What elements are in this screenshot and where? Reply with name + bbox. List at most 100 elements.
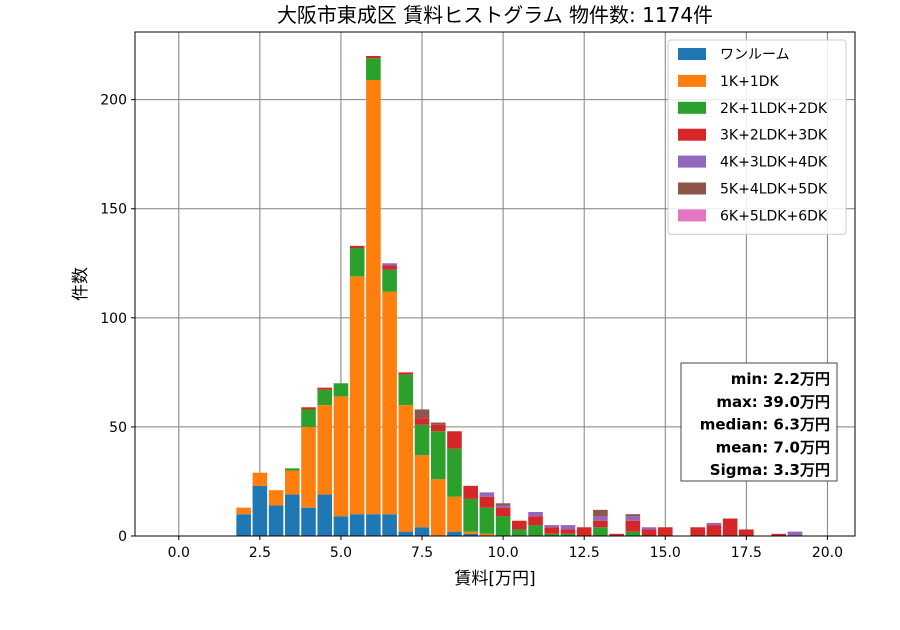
histogram-bar — [528, 512, 543, 517]
legend-swatch — [678, 209, 706, 222]
histogram-bar — [382, 265, 397, 270]
histogram-bar — [382, 263, 397, 266]
x-tick-label: 17.5 — [731, 545, 762, 561]
y-tick-label: 0 — [118, 529, 127, 545]
x-tick-label: 5.0 — [330, 545, 352, 561]
histogram-bar — [479, 507, 495, 534]
histogram-bar — [382, 291, 397, 515]
histogram-bar — [495, 505, 511, 508]
legend-swatch — [678, 101, 706, 114]
y-axis-label: 件数 — [71, 267, 91, 301]
legend-label: 4K+3LDK+4DK — [720, 155, 828, 171]
legend-label: ワンルーム — [720, 47, 790, 63]
y-tick-label: 150 — [100, 202, 127, 218]
histogram-bar — [301, 426, 316, 508]
histogram-bar — [382, 269, 397, 292]
histogram-bar — [447, 496, 462, 532]
histogram-bar — [641, 527, 657, 530]
x-tick-label: 7.5 — [411, 545, 433, 561]
histogram-bar — [317, 389, 333, 406]
histogram-bar — [349, 248, 365, 277]
histogram-bar — [301, 409, 316, 427]
plot-frame — [134, 31, 856, 537]
stats-line: min: 2.2万円 — [731, 370, 830, 388]
histogram-bar — [398, 531, 414, 536]
legend-label: 5K+4LDK+5DK — [720, 182, 828, 198]
histogram-bar — [576, 527, 592, 536]
histogram-bar — [414, 418, 430, 425]
y-tick-label: 50 — [109, 420, 127, 436]
histogram-bar — [544, 527, 560, 534]
histogram-bar — [414, 527, 430, 536]
histogram-bar — [268, 505, 284, 536]
histogram-bar — [333, 396, 349, 517]
histogram-bar — [787, 531, 803, 536]
histogram-bar — [771, 533, 787, 536]
histogram-bar — [349, 514, 365, 536]
histogram-bar — [301, 507, 316, 536]
x-tick-label: 10.0 — [488, 545, 519, 561]
histogram-bar — [463, 533, 478, 536]
legend-label: 2K+1LDK+2DK — [720, 101, 828, 117]
histogram-bar — [317, 494, 333, 536]
legend-swatch — [678, 182, 706, 195]
x-tick-label: 0.0 — [168, 545, 190, 561]
legend-label: 3K+2LDK+3DK — [720, 128, 828, 144]
histogram-bar — [560, 529, 576, 534]
histogram-bar — [317, 387, 333, 390]
histogram-bar — [657, 527, 673, 536]
histogram-bar — [398, 372, 414, 375]
histogram-bar — [463, 531, 478, 534]
x-tick-label: 20.0 — [812, 545, 843, 561]
histogram-bar — [625, 516, 641, 521]
chart-title: 大阪市東成区 賃料ヒストグラム 物件数: 1174件 — [277, 3, 713, 27]
histogram-bar — [430, 479, 446, 536]
histogram-bar — [495, 503, 511, 506]
histogram-bar — [268, 490, 284, 506]
histogram-bar — [236, 514, 251, 536]
histogram-bar — [366, 80, 381, 515]
histogram-bar — [690, 527, 705, 536]
histogram-bar — [285, 494, 300, 536]
histogram-bar — [528, 525, 543, 536]
histogram-bar — [301, 407, 316, 410]
histogram-bar — [430, 424, 446, 432]
histogram-bar — [285, 468, 300, 471]
histogram-bar — [479, 533, 495, 536]
histogram-bar — [333, 516, 349, 536]
stats-frame — [680, 362, 838, 482]
histogram-bar — [366, 514, 381, 536]
histogram-bar — [285, 470, 300, 495]
histogram-bar — [430, 431, 446, 480]
histogram-bar — [398, 405, 414, 532]
histogram-bar — [349, 245, 365, 248]
histogram-bar — [430, 422, 446, 425]
histogram-bar — [706, 522, 722, 526]
legend-frame — [667, 39, 847, 235]
histogram-bar — [447, 448, 462, 497]
stats-line: max: 39.0万円 — [716, 393, 830, 411]
histogram-bar — [706, 525, 722, 536]
histogram-bar — [495, 516, 511, 536]
histogram-bar — [593, 509, 608, 517]
histogram-bar — [625, 531, 641, 536]
histogram-bar — [641, 529, 657, 536]
histogram-bar — [609, 533, 624, 536]
histogram-bar — [398, 374, 414, 406]
histogram-bar — [252, 485, 268, 536]
x-axis-ticks: 0.0 2.5 5.0 7.5 10.0 12.5 15.0 17.5 20.0 — [168, 536, 843, 561]
stats-box: min: 2.2万円 max: 39.0万円 median: 6.3万円 mean: … — [680, 362, 838, 482]
stats-line: mean: 7.0万円 — [716, 438, 830, 456]
histogram-bar — [560, 525, 576, 530]
legend-swatch — [678, 48, 706, 60]
histogram-bar — [495, 507, 511, 517]
histogram-bar — [544, 525, 560, 528]
legend-swatch — [678, 74, 706, 87]
stats-line: Sigma: 3.3万円 — [710, 461, 830, 479]
histogram-bar — [447, 431, 462, 449]
histogram-bar — [463, 498, 478, 532]
histogram-bar — [414, 409, 430, 419]
legend: ワンルーム 1K+1DK 2K+1LDK+2DK 3K+2LDK+3DK 4K+3LDK… — [667, 39, 847, 235]
stats-line: median: 6.3万円 — [700, 416, 830, 434]
